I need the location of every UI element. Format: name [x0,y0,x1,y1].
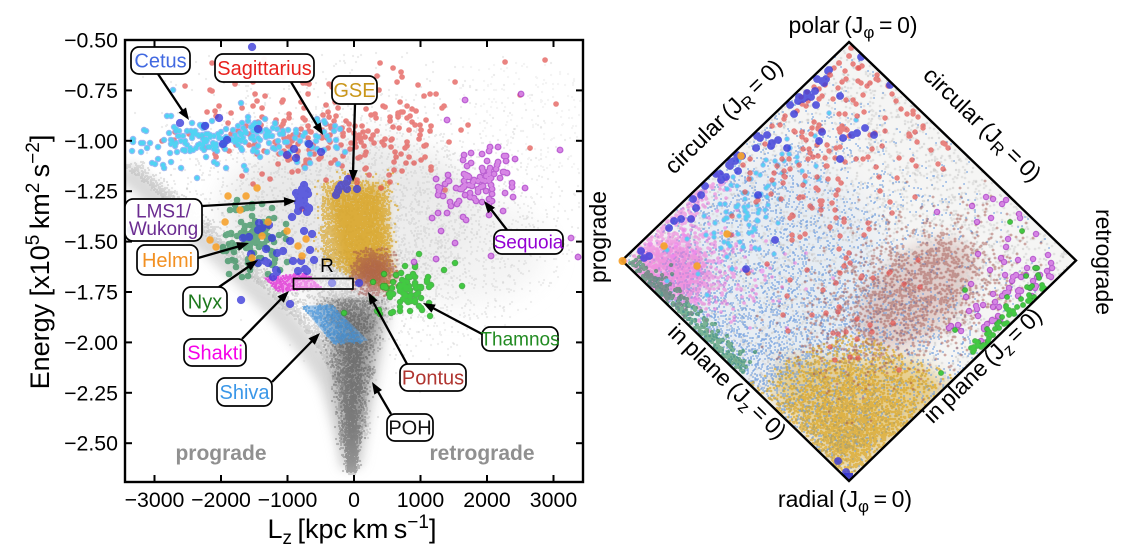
svg-text:GSE: GSE [333,80,375,102]
svg-text:−1.00: −1.00 [64,129,118,153]
svg-text:−1.50: −1.50 [64,230,118,254]
svg-text:−1.25: −1.25 [64,180,118,204]
svg-text:Helmi: Helmi [142,250,193,272]
svg-text:−1.75: −1.75 [64,281,118,305]
svg-text:Cetus: Cetus [134,50,186,72]
svg-text:radial (Jφ = 0): radial (Jφ = 0) [778,486,912,516]
svg-text:Sagittarius: Sagittarius [217,58,312,80]
svg-text:LMS1/: LMS1/ [136,202,192,223]
svg-text:POH: POH [388,417,431,439]
svg-text:Thamnos: Thamnos [480,330,559,351]
svg-text:Energy [x105 km2 s−2]: Energy [x105 km2 s−2] [23,135,55,390]
svg-text:−1000: −1000 [258,488,318,512]
svg-text:prograde: prograde [175,442,266,465]
svg-text:R: R [320,256,334,277]
svg-text:Sequoia: Sequoia [494,233,564,254]
svg-text:−2.25: −2.25 [64,381,118,405]
svg-text:Nyx: Nyx [188,291,222,313]
svg-text:−0.50: −0.50 [64,29,118,53]
svg-text:Shakti: Shakti [187,342,243,364]
svg-text:3000: 3000 [530,488,578,512]
svg-text:Shiva: Shiva [219,382,270,404]
svg-text:retrograde: retrograde [429,442,534,465]
svg-text:0: 0 [348,488,360,512]
svg-text:−0.75: −0.75 [64,79,118,103]
svg-text:Pontus: Pontus [402,367,464,389]
svg-text:polar (Jφ = 0): polar (Jφ = 0) [788,12,917,42]
svg-text:prograde: prograde [585,191,611,283]
svg-text:1000: 1000 [397,488,445,512]
svg-text:−2.00: −2.00 [64,331,118,355]
svg-text:−2.50: −2.50 [64,432,118,456]
svg-text:Wukong: Wukong [129,219,198,240]
svg-text:−3000: −3000 [125,488,185,512]
svg-text:−2000: −2000 [191,488,251,512]
svg-text:retrograde: retrograde [1091,209,1117,315]
svg-text:2000: 2000 [463,488,511,512]
